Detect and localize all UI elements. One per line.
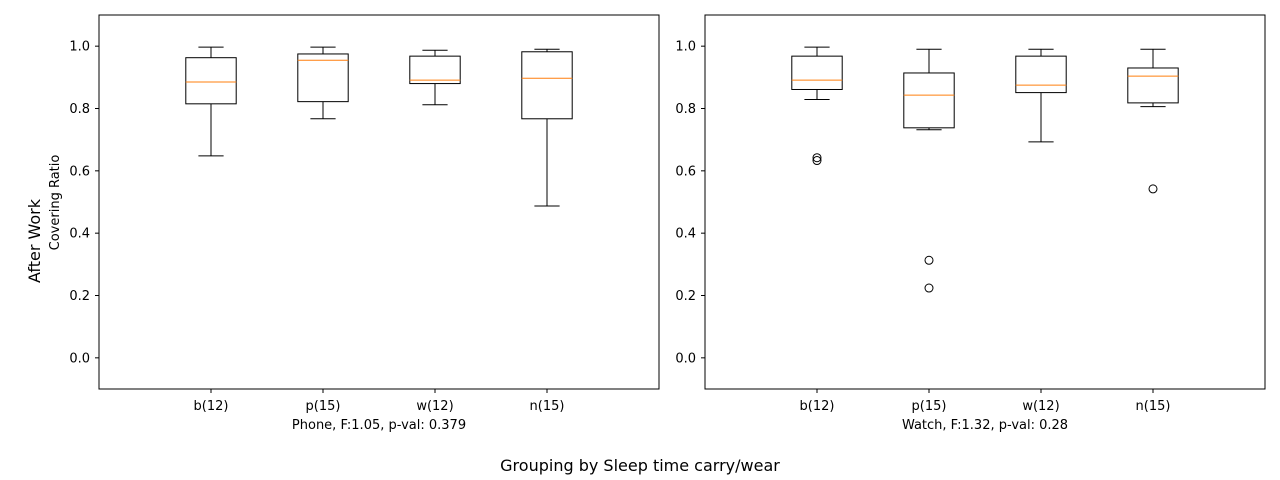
x-tick-label: p(15) bbox=[912, 399, 947, 414]
y-tick-label: 0.6 bbox=[675, 164, 696, 179]
x-tick-label: b(12) bbox=[194, 399, 229, 414]
y-tick-label: 0.4 bbox=[675, 227, 696, 242]
figure-xlabel: Grouping by Sleep time carry/wear bbox=[500, 456, 780, 475]
y-tick-label: 0.0 bbox=[675, 351, 696, 366]
y-tick-label: 0.2 bbox=[675, 289, 696, 304]
iqr-box bbox=[1015, 55, 1067, 94]
y-tick-label: 0.6 bbox=[69, 164, 90, 179]
iqr-box bbox=[521, 51, 573, 120]
box-p(15) bbox=[903, 48, 955, 293]
box-b(12) bbox=[791, 46, 843, 166]
y-tick-label: 1.0 bbox=[69, 40, 90, 55]
x-tick-label: p(15) bbox=[306, 399, 341, 414]
y-axis-label: Covering Ratio bbox=[48, 155, 63, 251]
x-tick-label: w(12) bbox=[416, 399, 453, 414]
watch-boxplot-panel: 0.0 0.2 0.4 0.6 0.8 1.0 b(12) p(15) w(12) n(15) Wa… bbox=[675, 14, 1266, 433]
y-tick-label: 0.8 bbox=[675, 102, 696, 117]
x-tick-label: n(15) bbox=[1136, 399, 1171, 414]
x-tick-label: n(15) bbox=[530, 399, 565, 414]
iqr-box bbox=[791, 55, 843, 90]
box-n(15) bbox=[1127, 48, 1179, 194]
plot-frame bbox=[98, 14, 660, 390]
box-b(12) bbox=[185, 46, 237, 157]
phone-boxplot-panel: 0.0 0.2 0.4 0.6 0.8 1.0 b(12) p(15) w(12) n(15) Ph… bbox=[48, 14, 660, 433]
outlier-point bbox=[1148, 184, 1158, 194]
outlier-point bbox=[812, 153, 822, 163]
iqr-box bbox=[1127, 67, 1179, 104]
y-tick-label: 0.2 bbox=[69, 289, 90, 304]
x-tick-label: b(12) bbox=[800, 399, 835, 414]
y-tick-label: 0.0 bbox=[69, 351, 90, 366]
outlier-point bbox=[924, 255, 934, 265]
box-w(12) bbox=[409, 49, 461, 106]
box-p(15) bbox=[297, 46, 349, 120]
box-n(15) bbox=[521, 48, 573, 207]
iqr-box bbox=[409, 55, 461, 85]
row-label: After Work bbox=[25, 198, 44, 283]
plot-frame bbox=[704, 14, 1266, 390]
iqr-box bbox=[903, 72, 955, 129]
outlier-point bbox=[812, 156, 822, 166]
x-tick-label: w(12) bbox=[1022, 399, 1059, 414]
box-w(12) bbox=[1015, 48, 1067, 143]
y-tick-label: 0.8 bbox=[69, 102, 90, 117]
y-tick-label: 0.4 bbox=[69, 227, 90, 242]
outlier-point bbox=[924, 283, 934, 293]
x-axis-label: Phone, F:1.05, p-val: 0.379 bbox=[292, 418, 466, 433]
x-axis-label: Watch, F:1.32, p-val: 0.28 bbox=[902, 418, 1068, 433]
y-tick-label: 1.0 bbox=[675, 40, 696, 55]
iqr-box bbox=[185, 57, 237, 105]
iqr-box bbox=[297, 53, 349, 103]
